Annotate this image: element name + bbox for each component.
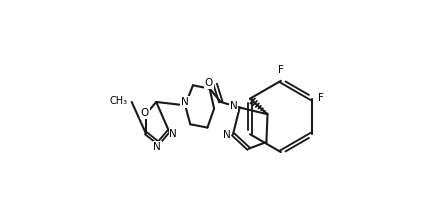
Text: N: N: [153, 142, 161, 152]
Text: F: F: [318, 93, 324, 103]
Text: O: O: [205, 78, 213, 88]
Text: F: F: [278, 65, 284, 75]
Text: N: N: [181, 97, 189, 107]
Text: CH₃: CH₃: [110, 96, 128, 106]
Text: N: N: [223, 130, 231, 140]
Text: O: O: [140, 108, 149, 118]
Text: N: N: [230, 101, 237, 111]
Text: N: N: [169, 129, 177, 139]
